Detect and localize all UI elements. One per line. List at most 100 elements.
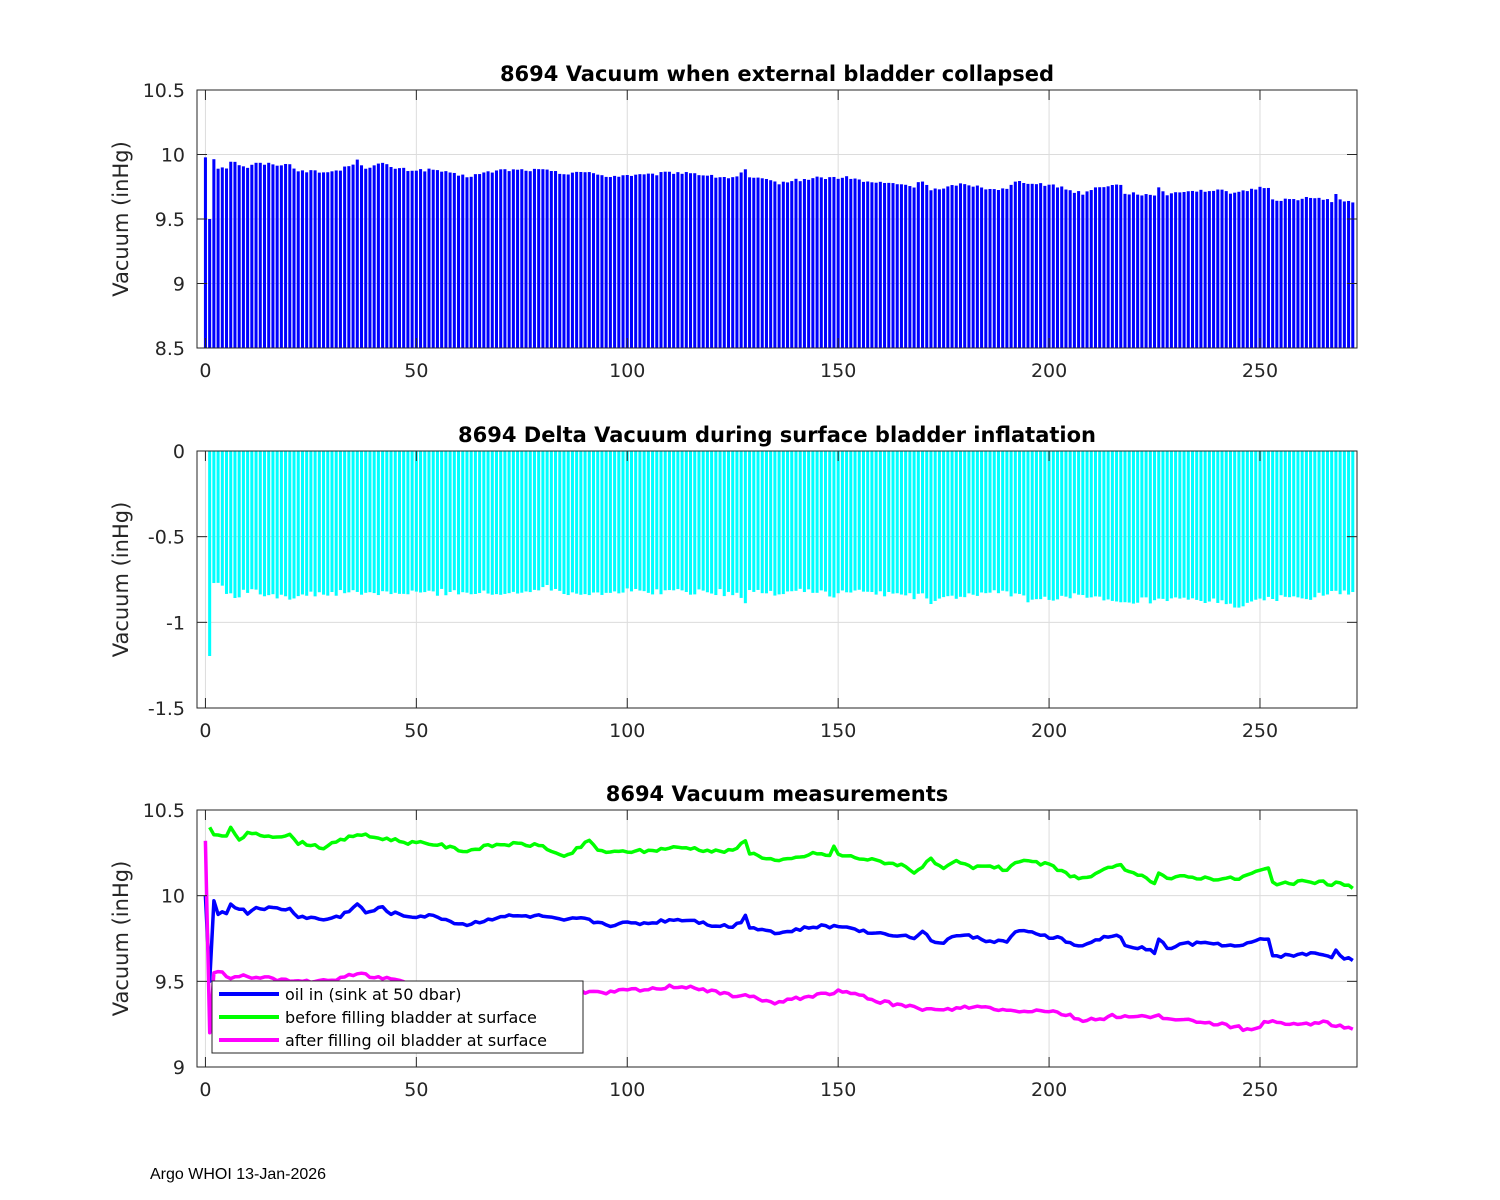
bar-58 — [448, 172, 452, 348]
bar-259 — [1296, 200, 1300, 348]
bar-188 — [996, 451, 1000, 594]
legend-label-2: before filling bladder at surface — [285, 1008, 537, 1027]
bar-191 — [1009, 184, 1013, 348]
bar-251 — [1262, 188, 1266, 348]
bar-84 — [558, 173, 562, 348]
bar-102 — [634, 174, 638, 348]
bar-240 — [1216, 451, 1220, 603]
bar-221 — [1136, 194, 1140, 348]
bar-121 — [714, 177, 718, 348]
bar-100 — [625, 175, 629, 348]
bar-61 — [461, 174, 465, 348]
bar-167 — [908, 451, 912, 594]
bar-104 — [642, 174, 646, 348]
bar-173 — [933, 451, 937, 601]
bar-149 — [832, 451, 836, 598]
bar-87 — [570, 451, 574, 593]
bar-229 — [1169, 193, 1173, 348]
bar-36 — [355, 451, 359, 592]
bar-88 — [575, 171, 579, 348]
bar-267 — [1330, 202, 1334, 348]
bar-263 — [1313, 451, 1317, 598]
bar-267 — [1330, 451, 1334, 592]
bar-12 — [254, 451, 258, 590]
bar-32 — [338, 451, 342, 591]
bar-25 — [309, 451, 313, 592]
bar-3 — [216, 168, 220, 348]
bar-127 — [739, 172, 743, 348]
bar-208 — [1081, 451, 1085, 596]
bar-57 — [444, 171, 448, 348]
bar-128 — [743, 169, 747, 348]
bar-156 — [861, 451, 865, 592]
bar-110 — [667, 451, 671, 591]
bar-183 — [975, 451, 979, 596]
bar-70 — [499, 451, 503, 595]
bar-253 — [1271, 451, 1275, 599]
bar-242 — [1224, 191, 1228, 348]
bar-134 — [769, 451, 773, 591]
bar-85 — [562, 174, 566, 348]
bar-162 — [887, 451, 891, 592]
x-tick-label: 200 — [1031, 360, 1067, 382]
bar-46 — [397, 168, 401, 348]
bar-49 — [410, 170, 414, 348]
bar-152 — [845, 176, 849, 348]
bar-19 — [284, 163, 288, 348]
bar-259 — [1296, 451, 1300, 598]
x-tick-label: 50 — [404, 360, 428, 382]
bar-43 — [385, 164, 389, 348]
bar-216 — [1115, 451, 1119, 602]
bar-217 — [1119, 451, 1123, 603]
bar-258 — [1292, 451, 1296, 597]
bar-194 — [1022, 451, 1026, 596]
bar-26 — [313, 170, 317, 348]
bar-196 — [1030, 451, 1034, 600]
bar-6 — [229, 451, 233, 594]
bar-151 — [840, 177, 844, 348]
y-tick-label: 9 — [173, 1057, 185, 1079]
bar-36 — [355, 159, 359, 348]
bar-138 — [786, 451, 790, 592]
bar-250 — [1258, 186, 1262, 348]
bar-257 — [1287, 199, 1292, 348]
bar-190 — [1005, 188, 1009, 348]
bar-51 — [419, 451, 423, 593]
bar-116 — [693, 173, 697, 348]
bar-200 — [1047, 451, 1051, 600]
bar-74 — [516, 451, 520, 594]
bar-33 — [343, 451, 347, 594]
bar-3 — [216, 451, 220, 583]
bar-172 — [929, 451, 933, 605]
bar-67 — [486, 451, 490, 594]
bar-16 — [271, 451, 275, 595]
bar-270 — [1342, 451, 1346, 591]
bar-25 — [309, 170, 313, 348]
bar-198 — [1039, 183, 1043, 348]
bar-246 — [1241, 190, 1245, 348]
legend-label-3: after filling oil bladder at surface — [285, 1031, 547, 1050]
bar-255 — [1279, 451, 1283, 596]
bar-191 — [1009, 451, 1013, 597]
bar-181 — [967, 451, 971, 594]
bar-227 — [1161, 191, 1165, 348]
bar-271 — [1347, 200, 1351, 348]
bar-82 — [549, 451, 553, 591]
bar-78 — [532, 451, 536, 590]
bar-136 — [777, 451, 781, 595]
bar-214 — [1106, 186, 1110, 348]
bar-206 — [1072, 192, 1076, 348]
bar-262 — [1309, 197, 1313, 348]
bar-37 — [359, 451, 364, 595]
y-tick-label: 9.5 — [155, 971, 185, 993]
bar-253 — [1271, 199, 1275, 348]
bar-15 — [267, 451, 271, 596]
bar-21 — [292, 451, 296, 599]
series-line-2 — [208, 825, 1354, 890]
bar-68 — [490, 172, 494, 348]
bar-242 — [1224, 451, 1228, 605]
bar-32 — [338, 170, 342, 348]
bar-34 — [347, 166, 351, 348]
bar-126 — [735, 176, 739, 348]
bar-183 — [975, 185, 979, 348]
